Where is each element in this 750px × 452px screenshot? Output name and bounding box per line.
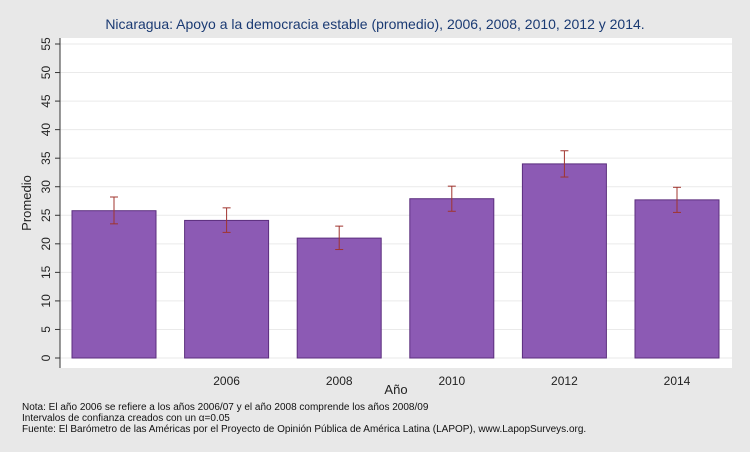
- bar: [521, 163, 607, 359]
- bar: [296, 237, 382, 359]
- bar: [409, 198, 495, 359]
- note-line: Nota: El año 2006 se refiere a los años …: [22, 402, 429, 413]
- x-tick-label: 2006: [213, 374, 240, 388]
- chart-title: Nicaragua: Apoyo a la democracia estable…: [105, 16, 644, 32]
- note-line: Intervalos de confianza creados con un α…: [22, 413, 230, 424]
- y-tick-label: 35: [39, 151, 53, 165]
- y-axis: 0 5 10 15 20 25 30 35 40 45 50 55: [39, 37, 61, 368]
- x-axis-title: Año: [384, 382, 407, 397]
- y-tick-label: 30: [39, 180, 53, 194]
- y-tick-label: 15: [39, 265, 53, 279]
- bar: [184, 219, 270, 359]
- y-tick-label: 20: [39, 237, 53, 251]
- y-axis-title: Promedio: [19, 175, 34, 231]
- note-line: Fuente: El Barómetro de las Américas por…: [22, 424, 586, 435]
- error-bars-layer: [110, 150, 681, 251]
- x-tick-label: 2014: [664, 374, 691, 388]
- bars-layer: [71, 163, 720, 359]
- x-axis: 2006 2008 2010 2012 2014: [213, 374, 690, 388]
- y-tick-label: 50: [39, 66, 53, 80]
- plot-area: [60, 38, 732, 368]
- y-tick-label: 40: [39, 123, 53, 137]
- bar: [71, 210, 157, 359]
- y-tick-label: 25: [39, 208, 53, 222]
- y-tick-label: 0: [39, 354, 53, 361]
- y-tick-label: 10: [39, 294, 53, 308]
- y-tick-label: 55: [39, 37, 53, 51]
- x-tick-label: 2008: [326, 374, 353, 388]
- bar: [634, 199, 720, 359]
- y-tick-label: 5: [39, 326, 53, 333]
- grid-layer: [60, 43, 732, 359]
- x-tick-label: 2012: [551, 374, 578, 388]
- x-tick-label: 2010: [438, 374, 465, 388]
- y-tick-label: 45: [39, 94, 53, 108]
